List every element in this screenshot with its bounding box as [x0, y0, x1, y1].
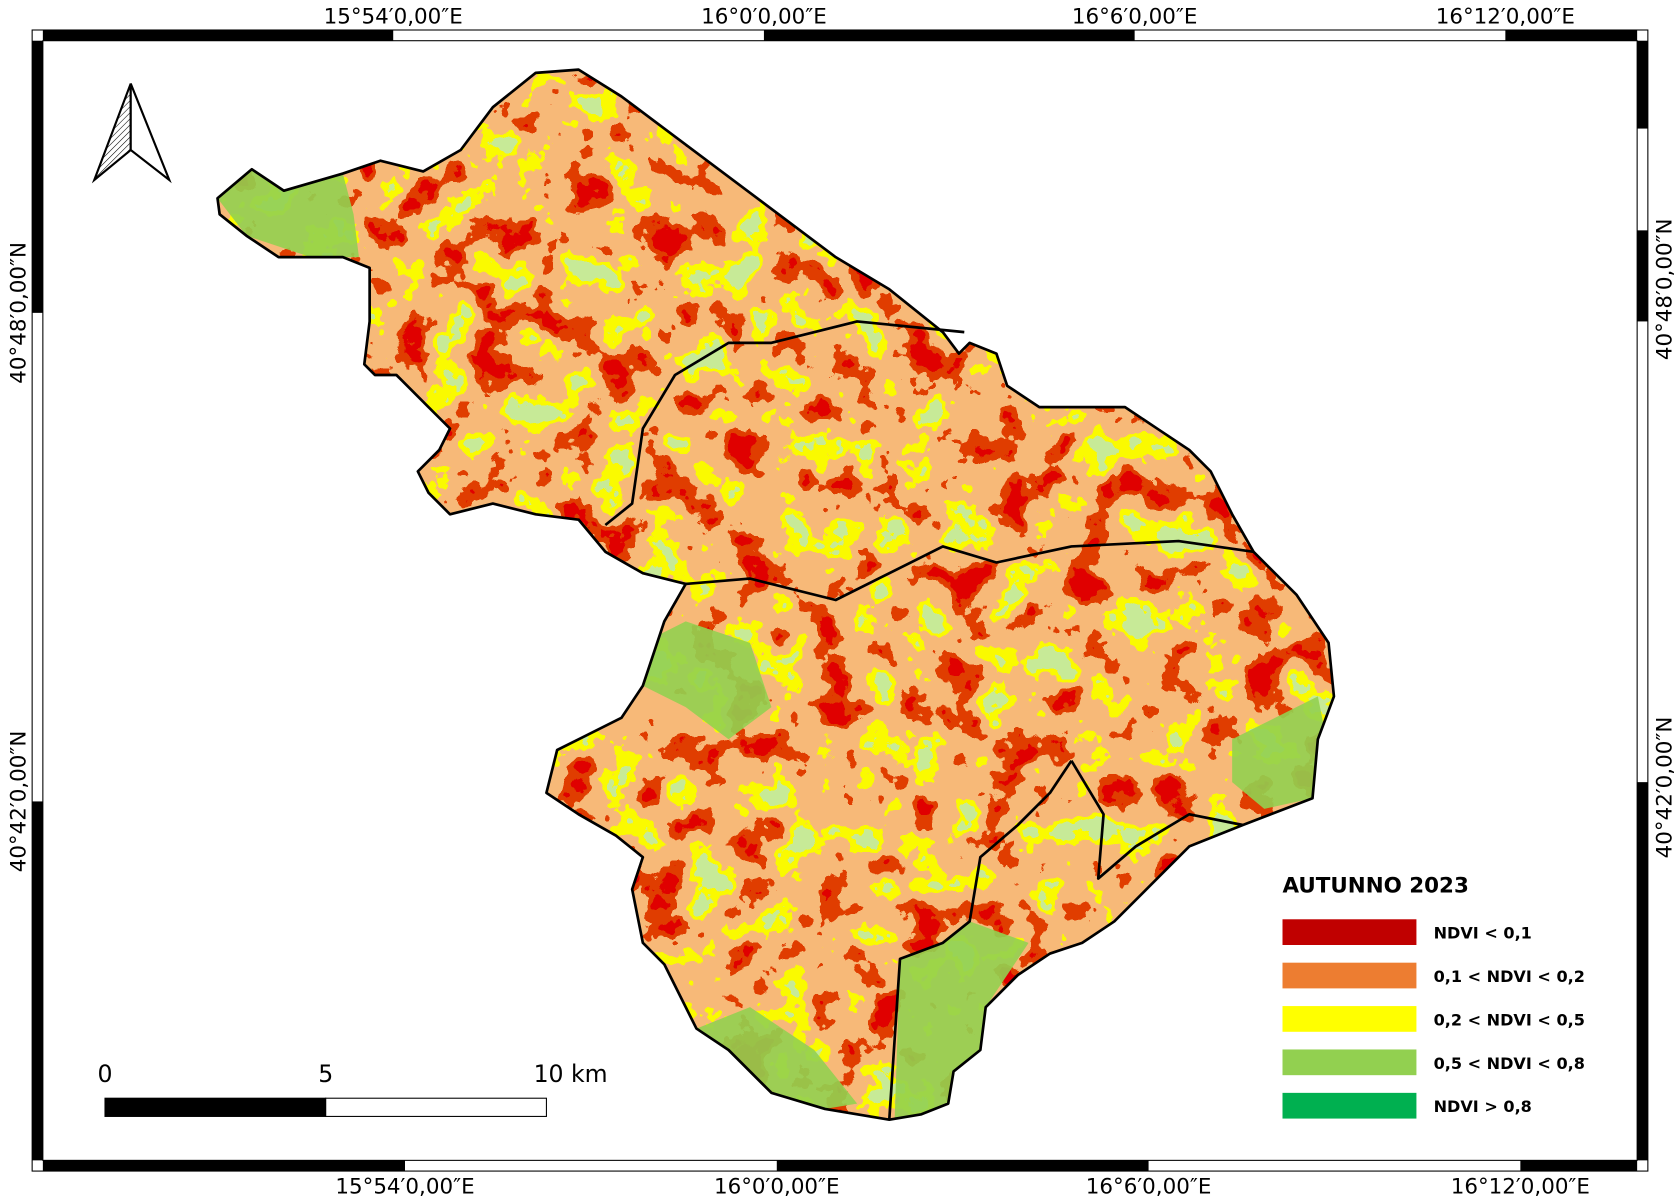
legend-label: NDVI > 0,8: [1434, 1097, 1532, 1116]
legend-title: AUTUNNO 2023: [1283, 874, 1469, 899]
scale-label: 0: [98, 1060, 113, 1088]
coord-label: 16°0′0,00″E: [714, 1175, 840, 1200]
coord-label: 40°42′0,00″N: [1652, 717, 1677, 859]
coord-label: 40°48′0,00″N: [1652, 218, 1677, 360]
coord-label: 15°54′0,00″E: [335, 1175, 474, 1200]
legend-label: 0,5 < NDVI < 0,8: [1434, 1054, 1585, 1073]
legend: AUTUNNO 2023 NDVI < 0,1 0,1 < NDVI < 0,2 0…: [1282, 874, 1585, 1119]
legend-label: 0,1 < NDVI < 0,2: [1434, 967, 1585, 986]
coord-label: 16°0′0,00″E: [701, 5, 827, 30]
scale-bar: 0 5 10 km: [98, 1060, 608, 1117]
coordinates: 15°54′0,00″E 16°0′0,00″E 16°6′0,00″E 16°…: [7, 5, 1678, 1200]
frame: [31, 29, 1649, 1172]
legend-swatch: [1282, 1049, 1417, 1076]
legend-swatch: [1282, 919, 1417, 945]
north-arrow: [91, 83, 172, 184]
legend-swatch: [1282, 1092, 1417, 1119]
legend-swatch: [1282, 962, 1417, 989]
legend-swatch: [1282, 1006, 1417, 1032]
coord-label: 40°48′0,00″N: [7, 242, 32, 384]
coord-label: 15°54′0,00″E: [324, 5, 463, 30]
legend-label: 0,2 < NDVI < 0,5: [1434, 1010, 1585, 1029]
coord-label: 16°6′0,00″E: [1072, 5, 1198, 30]
legend-label: NDVI < 0,1: [1434, 924, 1532, 943]
scale-label: 5: [318, 1060, 333, 1088]
ndvi-raster: [217, 69, 1334, 1120]
boundaries: [216, 68, 1336, 1121]
coord-label: 16°12′0,00″E: [1436, 5, 1575, 30]
scale-label: 10 km: [534, 1060, 608, 1088]
coord-label: 16°12′0,00″E: [1451, 1175, 1590, 1200]
coord-label: 40°42′0,00″N: [7, 731, 32, 873]
coord-label: 16°6′0,00″E: [1086, 1175, 1212, 1200]
